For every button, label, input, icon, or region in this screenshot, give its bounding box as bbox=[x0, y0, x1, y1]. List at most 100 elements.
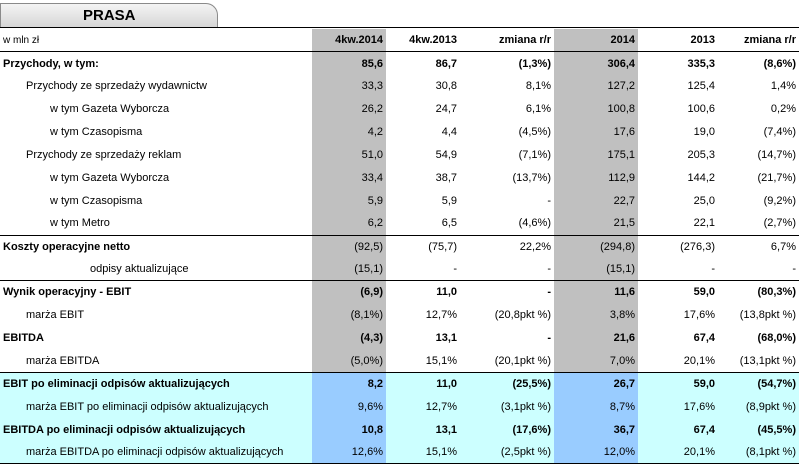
unit-label: w mln zł bbox=[0, 29, 312, 53]
cell: 11,6 bbox=[554, 280, 638, 304]
table-row: Koszty operacyjne netto (92,5) (75,7) 22… bbox=[0, 234, 799, 258]
cell: 6,7% bbox=[718, 234, 799, 258]
cell: 17,6% bbox=[683, 309, 715, 322]
cell: (75,7) bbox=[386, 234, 460, 258]
cell: (9,2%) bbox=[763, 194, 796, 207]
cell: - bbox=[711, 263, 715, 276]
row-label: marża EBIT po eliminacji odpisów aktuali… bbox=[0, 395, 312, 419]
cell: 8,2 bbox=[312, 371, 386, 396]
cell: (8,9pkt %) bbox=[718, 395, 799, 419]
cell: (13,8pkt %) bbox=[739, 309, 796, 322]
cell: - bbox=[547, 332, 551, 345]
cell: - bbox=[547, 263, 551, 276]
cell: 17,6 bbox=[554, 120, 638, 144]
cell: 112,9 bbox=[554, 166, 638, 190]
cell: (15,1) bbox=[312, 257, 386, 281]
row-label: w tym Czasopisma bbox=[50, 126, 143, 138]
table-row: marża EBITDA po eliminacji odpisów aktua… bbox=[0, 441, 799, 464]
cell: 125,4 bbox=[687, 80, 715, 93]
cell: 12,6% bbox=[312, 441, 386, 464]
section-tab[interactable]: PRASA bbox=[0, 3, 218, 27]
cell: 20,1% bbox=[638, 441, 718, 464]
cell: 22,7 bbox=[554, 189, 638, 213]
cell: - bbox=[453, 263, 457, 276]
row-label: marża EBIT bbox=[26, 309, 85, 322]
row-label: w tym Metro bbox=[50, 217, 110, 230]
cell: - bbox=[792, 263, 796, 276]
cell: (8,1%) bbox=[312, 303, 386, 327]
cell: (7,1%) bbox=[518, 148, 551, 161]
cell: 335,3 bbox=[687, 57, 715, 70]
row-label: w tym Czasopisma bbox=[50, 194, 143, 207]
cell: (20,8pkt %) bbox=[494, 309, 551, 322]
col-header: 2013 bbox=[638, 29, 718, 53]
cell: 17,6% bbox=[638, 395, 718, 419]
cell: (80,3%) bbox=[718, 280, 799, 304]
cell: 11,0 bbox=[386, 280, 460, 304]
cell: 13,1 bbox=[386, 418, 460, 442]
cell: 5,9 bbox=[312, 189, 386, 213]
row-label: w tym Gazeta Wyborcza bbox=[50, 171, 170, 184]
cell: 1,4% bbox=[770, 80, 796, 93]
cell: (25,5%) bbox=[460, 371, 554, 396]
cell: 127,2 bbox=[554, 74, 638, 98]
table-header: w mln zł 4kw.2014 4kw.2013 zmiana r/r 20… bbox=[0, 29, 799, 53]
cell: 6,1% bbox=[525, 103, 551, 116]
cell: 3,8% bbox=[554, 303, 638, 327]
cell: 8,7% bbox=[554, 395, 638, 419]
cell: 0,2% bbox=[770, 103, 796, 116]
table-row: EBITDA (4,3) 13,1 - 21,6 67,4 (68,0%) bbox=[0, 326, 799, 350]
col-header: zmiana r/r bbox=[460, 29, 554, 53]
cell: (4,6%) bbox=[518, 217, 551, 230]
cell: 9,6% bbox=[312, 395, 386, 419]
col-header: zmiana r/r bbox=[718, 29, 799, 53]
cell: 25,0 bbox=[693, 194, 715, 207]
table-row: Wynik operacyjny - EBIT (6,9) 11,0 - 11,… bbox=[0, 280, 799, 304]
cell: (21,7%) bbox=[757, 171, 796, 184]
cell: 8,1% bbox=[525, 80, 551, 93]
cell: 33,3 bbox=[312, 74, 386, 98]
cell: (54,7%) bbox=[718, 371, 799, 396]
cell: (4,5%) bbox=[518, 126, 551, 138]
cell: 100,6 bbox=[687, 103, 715, 116]
cell: (6,9) bbox=[312, 280, 386, 304]
table-row: marża EBIT po eliminacji odpisów aktuali… bbox=[0, 395, 799, 419]
table-row: w tym Gazeta Wyborcza 33,4 38,7 (13,7%) … bbox=[0, 166, 799, 190]
cell: 12,7% bbox=[386, 395, 460, 419]
cell: 12,7% bbox=[425, 309, 457, 322]
financial-table: w mln zł 4kw.2014 4kw.2013 zmiana r/r 20… bbox=[0, 29, 799, 464]
cell: 36,7 bbox=[554, 418, 638, 442]
table-row: marża EBIT (8,1%) 12,7% (20,8pkt %) 3,8%… bbox=[0, 303, 799, 327]
cell: 51,0 bbox=[312, 143, 386, 167]
cell: 59,0 bbox=[638, 371, 718, 396]
cell: 26,7 bbox=[554, 371, 638, 396]
cell: 4,4 bbox=[441, 126, 457, 138]
cell: 144,2 bbox=[687, 171, 715, 184]
cell: 10,8 bbox=[312, 418, 386, 442]
cell: 86,7 bbox=[435, 57, 457, 70]
row-label: odpisy aktualizujące bbox=[90, 263, 189, 276]
table-row: w tym Metro 6,2 6,5 (4,6%) 21,5 22,1 (2,… bbox=[0, 212, 799, 236]
col-header: 4kw.2014 bbox=[312, 29, 386, 53]
cell: (13,7%) bbox=[512, 171, 551, 184]
cell: 33,4 bbox=[312, 166, 386, 190]
cell: 30,8 bbox=[435, 80, 457, 93]
row-label: EBIT po eliminacji odpisów aktualizujący… bbox=[0, 371, 312, 396]
cell: 306,4 bbox=[554, 51, 638, 75]
cell: 67,4 bbox=[693, 332, 715, 345]
cell: 67,4 bbox=[638, 418, 718, 442]
cell: 22,1 bbox=[693, 217, 715, 230]
cell: 19,0 bbox=[693, 126, 715, 138]
cell: (276,3) bbox=[638, 234, 718, 258]
table-row: w tym Czasopisma 4,2 4,4 (4,5%) 17,6 19,… bbox=[0, 120, 799, 144]
cell: 5,9 bbox=[441, 194, 457, 207]
cell: 21,5 bbox=[554, 212, 638, 236]
cell: 26,2 bbox=[312, 97, 386, 121]
table-row: EBIT po eliminacji odpisów aktualizujący… bbox=[0, 371, 799, 396]
cell: (20,1pkt %) bbox=[494, 354, 551, 367]
row-label: marża EBITDA bbox=[26, 354, 100, 367]
cell: (13,1pkt %) bbox=[739, 354, 796, 367]
row-label: EBITDA bbox=[3, 332, 44, 345]
cell: 85,6 bbox=[312, 51, 386, 75]
cell: (2,5pkt %) bbox=[460, 441, 554, 464]
